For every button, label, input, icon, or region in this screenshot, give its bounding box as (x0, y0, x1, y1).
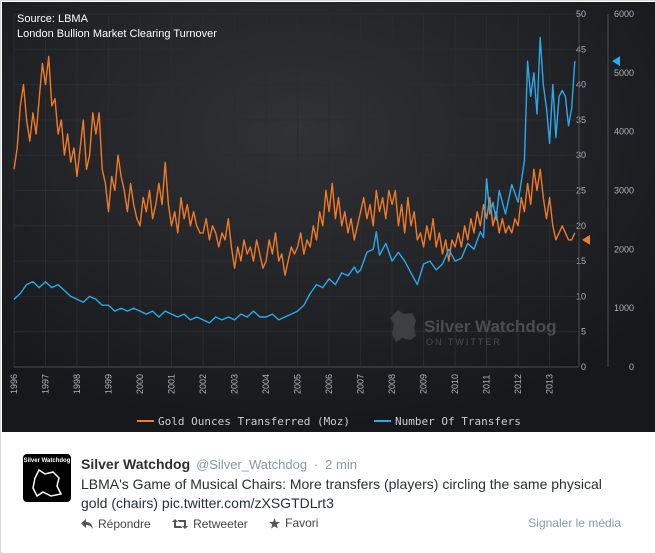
y-right-tick-label: 0 (629, 362, 634, 372)
report-media-link[interactable]: Signaler le média (528, 516, 621, 530)
y-left-tick-label: 35 (576, 115, 586, 125)
tweet-timestamp[interactable]: 2 min (325, 457, 357, 472)
chart-image[interactable]: Silver Watchdog ON TWITTER 1996 1997 1998 1… (2, 2, 655, 432)
tweet-media-link[interactable]: pic.twitter.com/zXSGTDLrt3 (161, 495, 334, 511)
tweet-separator: · (313, 457, 319, 472)
end-marker-transfers (612, 56, 620, 67)
x-tick-label: 2003 (230, 374, 240, 394)
series-line-number-of-transfers (13, 36, 576, 324)
dog-icon (32, 468, 63, 498)
y-left-tick-label: 15 (576, 256, 586, 266)
retweet-icon (172, 518, 189, 529)
y-right-tick-label: 1000 (614, 303, 634, 313)
x-tick-label: 2012 (513, 374, 523, 394)
legend-transfers: Number Of Transfers (395, 415, 521, 428)
x-tick-label: 2000 (135, 374, 145, 394)
reply-button[interactable]: Répondre (81, 517, 151, 531)
chart-source: Source: LBMA (17, 13, 89, 25)
x-tick-label: 2009 (419, 374, 429, 394)
y-left-tick-label: 0 (581, 362, 586, 372)
y-right-tick-label: 3000 (614, 186, 634, 196)
y-left-tick-label: 20 (576, 221, 586, 231)
y-left-tick-label: 25 (576, 186, 586, 196)
y-right-tick-label: 5000 (614, 68, 634, 78)
x-tick-label: 2011 (482, 375, 492, 394)
tweet-body: LBMA's Game of Musical Chairs: More tran… (81, 476, 602, 511)
x-tick-label: 2007 (356, 374, 366, 394)
x-tick-label: 2013 (545, 374, 555, 394)
chart-svg: Silver Watchdog ON TWITTER 1996 1997 1998 1… (2, 2, 655, 432)
x-tick-label: 2004 (261, 374, 271, 394)
tweet: Silver Watchdog Silver Watchdog @Silver_… (2, 432, 655, 553)
star-icon (269, 517, 281, 529)
reply-icon (81, 518, 93, 529)
reply-label: Répondre (98, 516, 151, 531)
favorite-button[interactable]: Favori (269, 516, 318, 530)
x-tick-label: 2006 (324, 374, 334, 394)
avatar[interactable]: Silver Watchdog (23, 454, 71, 502)
y-left-tick-label: 10 (576, 291, 586, 301)
legend-gold: Gold Ounces Transferred (Moz) (158, 415, 350, 428)
x-tick-label: 1996 (9, 374, 19, 394)
series-line-gold-ounces (13, 55, 576, 276)
y-left-tick-label: 5 (581, 327, 586, 337)
tweet-text: LBMA's Game of Musical Chairs: More tran… (81, 475, 631, 513)
chart-title: London Bullion Market Clearing Turnover (17, 28, 217, 40)
y-left-tick-label: 50 (576, 9, 586, 19)
x-tick-label: 2010 (450, 374, 460, 394)
watermark-dog-icon (390, 310, 416, 342)
chart-legend: Gold Ounces Transferred (Moz) Number Of … (137, 415, 521, 428)
x-tick-label: 2002 (198, 374, 208, 394)
tweet-author-handle[interactable]: @Silver_Watchdog (196, 457, 308, 472)
favorite-label: Favori (285, 516, 319, 530)
tweet-actions: Répondre Retweeter Favori (81, 516, 336, 532)
x-tick-label: 2005 (293, 374, 303, 394)
tweet-author-name[interactable]: Silver Watchdog (81, 456, 191, 472)
y-left-tick-label: 45 (576, 44, 586, 54)
avatar-label: Silver Watchdog (23, 458, 71, 464)
tweet-header: Silver Watchdog @Silver_Watchdog · 2 min (81, 456, 357, 472)
x-tick-label: 1998 (72, 374, 82, 394)
x-tick-label: 1997 (41, 374, 51, 394)
x-tick-label: 2008 (387, 374, 397, 394)
retweet-button[interactable]: Retweeter (172, 517, 248, 531)
watermark-line2: ON TWITTER (426, 337, 502, 347)
y-right-tick-label: 4000 (614, 127, 634, 137)
watermark: Silver Watchdog ON TWITTER (390, 310, 557, 347)
y-right-tick-label: 6000 (614, 9, 634, 19)
watermark-line1: Silver Watchdog (424, 317, 557, 336)
x-tick-label: 2001 (167, 374, 177, 394)
x-tick-label: 1999 (104, 374, 114, 394)
y-right-tick-label: 2000 (614, 244, 634, 254)
y-left-tick-label: 40 (576, 80, 586, 90)
y-left-tick-label: 30 (576, 150, 586, 160)
retweet-label: Retweeter (193, 516, 248, 531)
end-marker-gold (582, 234, 590, 245)
